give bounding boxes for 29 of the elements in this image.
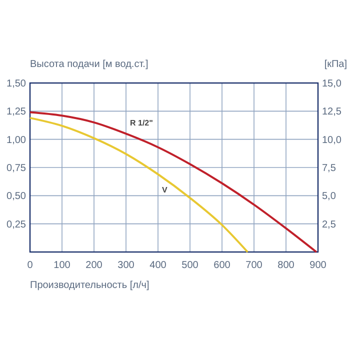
y2-tick-label: 5,0 [322,191,336,202]
x-tick-label: 300 [118,260,135,271]
x-tick-label: 0 [27,260,34,271]
series-label: R 1/2" [130,118,154,128]
y-tick-label: 1,50 [6,78,26,90]
x-tick-label: 600 [214,260,231,271]
y2-axis-title: [кПа] [324,59,348,70]
x-tick-label: 200 [86,260,103,271]
line-series [29,111,318,253]
y-tick-label: 0,75 [6,163,26,174]
y2-tick-label: 7,5 [322,163,336,174]
y-tick-label: 1,25 [6,106,26,118]
x-tick-label: 700 [246,260,263,271]
y-axis-title: Высота подачи [м вод.ст.] [30,59,148,70]
series-label: V [162,185,168,194]
y2-tick-label: 12,5 [322,106,342,118]
x-tick-label: 100 [54,260,71,271]
x-axis-title: Производительность [л/ч] [30,280,150,291]
y2-tick-label: 2,5 [322,219,336,230]
y-tick-label: 0,50 [6,191,26,202]
line-series [29,116,249,253]
x-tick-label: 500 [182,260,199,271]
y2-tick-label: 15,0 [322,78,342,90]
x-tick-label: 900 [310,260,327,271]
y-tick-label: 1,00 [6,134,26,146]
y-tick-label: 0,25 [6,219,26,230]
y2-tick-label: 10,0 [322,134,342,146]
x-tick-label: 800 [278,260,295,271]
x-tick-label: 400 [150,260,167,271]
